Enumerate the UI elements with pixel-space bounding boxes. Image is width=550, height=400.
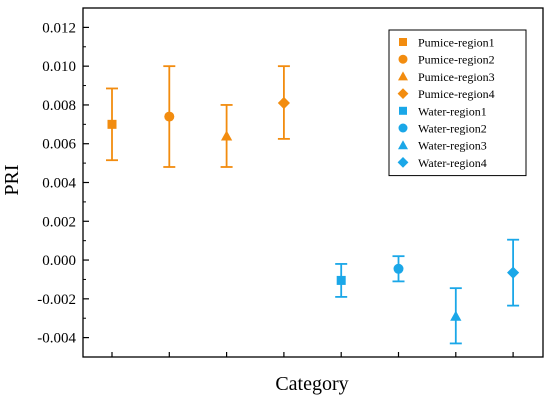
series-pumice-region2 [163,65,176,168]
y-tick-label: 0.002 [42,214,76,230]
data-marks [106,65,520,345]
legend-marker [398,54,408,64]
data-point [507,266,520,279]
data-point [220,130,233,141]
y-tick-label: 0.010 [42,59,76,75]
legend-marker [398,140,408,150]
legend-marker [398,123,408,133]
y-axis-label: PRI [1,164,23,195]
legend-box [388,29,527,177]
legend-label: Pumice-region4 [418,87,495,101]
y-ticks: -0.004 -0.002 0.000 0.002 0.004 0.006 0.008 0.0… [37,7,89,358]
x-axis-label: Category [275,373,348,395]
series-water-region3 [449,287,462,345]
legend-marker [399,38,407,46]
y-tick-label: 0.006 [42,137,76,153]
legend-label: Pumice-region3 [418,70,495,84]
legend-marker [398,71,408,81]
y-tick-label: -0.002 [37,292,76,308]
series-pumice-region1 [106,87,118,162]
series-pumice-region3 [220,104,233,168]
series-water-region4 [507,238,520,307]
data-point [277,96,290,110]
series-water-region2 [392,255,405,283]
legend-label: Water-region1 [418,104,487,118]
legend-marker [397,157,409,168]
legend-label: Water-region2 [418,122,487,136]
y-tick-label: 0.008 [42,98,76,114]
y-tick-label: 0.004 [42,176,76,192]
y-tick-label: 0.000 [42,253,76,269]
legend-label: Water-region3 [418,139,487,153]
legend-label: Pumice-region2 [418,53,495,67]
data-point [107,119,117,129]
legend-marker [399,106,407,115]
y-tick-label: 0.012 [42,20,76,36]
legend-label: Pumice-region1 [418,36,495,50]
series-pumice-region4 [277,65,290,140]
legend: Pumice-region1 Pumice-region2 Pumice-regio… [388,29,527,177]
data-point [393,263,404,274]
legend-label: Water-region4 [418,156,487,170]
data-point [164,111,175,122]
data-point [450,310,462,321]
legend-marker [397,88,409,99]
y-tick-label: -0.004 [37,331,76,347]
series-water-region1 [335,263,348,298]
data-point [336,275,346,285]
